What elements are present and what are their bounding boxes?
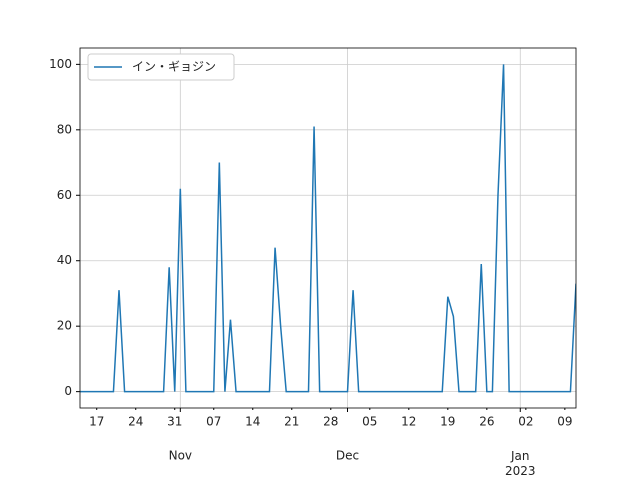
data-line xyxy=(80,64,576,393)
x-tick-label: 17 xyxy=(89,415,104,429)
legend-label: イン・ギョジン xyxy=(132,60,216,74)
x-major-label: Nov xyxy=(169,449,192,463)
y-tick-label: 100 xyxy=(49,57,72,71)
y-tick-label: 20 xyxy=(57,319,72,333)
legend: イン・ギョジン xyxy=(87,53,235,81)
plot xyxy=(80,64,576,393)
x-tick-label: 02 xyxy=(518,415,533,429)
x-tick-label: 07 xyxy=(206,415,221,429)
x-tick-label: 31 xyxy=(167,415,182,429)
legend-box xyxy=(87,53,235,81)
x-tick-label: 19 xyxy=(440,415,455,429)
x-tick-label: 28 xyxy=(323,415,338,429)
x-tick-label: 05 xyxy=(362,415,377,429)
plot-frame xyxy=(79,47,577,409)
y-tick-label: 60 xyxy=(57,188,72,202)
y-tick-label: 80 xyxy=(57,122,72,136)
x-tick-label: 21 xyxy=(284,415,299,429)
x-major-label: Dec xyxy=(336,449,359,463)
x-tick-label: 12 xyxy=(401,415,416,429)
y-tick-label: 40 xyxy=(57,253,72,267)
x-tick-label: 09 xyxy=(557,415,572,429)
x-tick-label: 26 xyxy=(479,415,494,429)
x-major-label: Jan 2023 xyxy=(505,449,536,478)
x-tick-label: 14 xyxy=(245,415,260,429)
y-tick-label: 0 xyxy=(64,384,72,398)
x-tick-label: 24 xyxy=(128,415,143,429)
